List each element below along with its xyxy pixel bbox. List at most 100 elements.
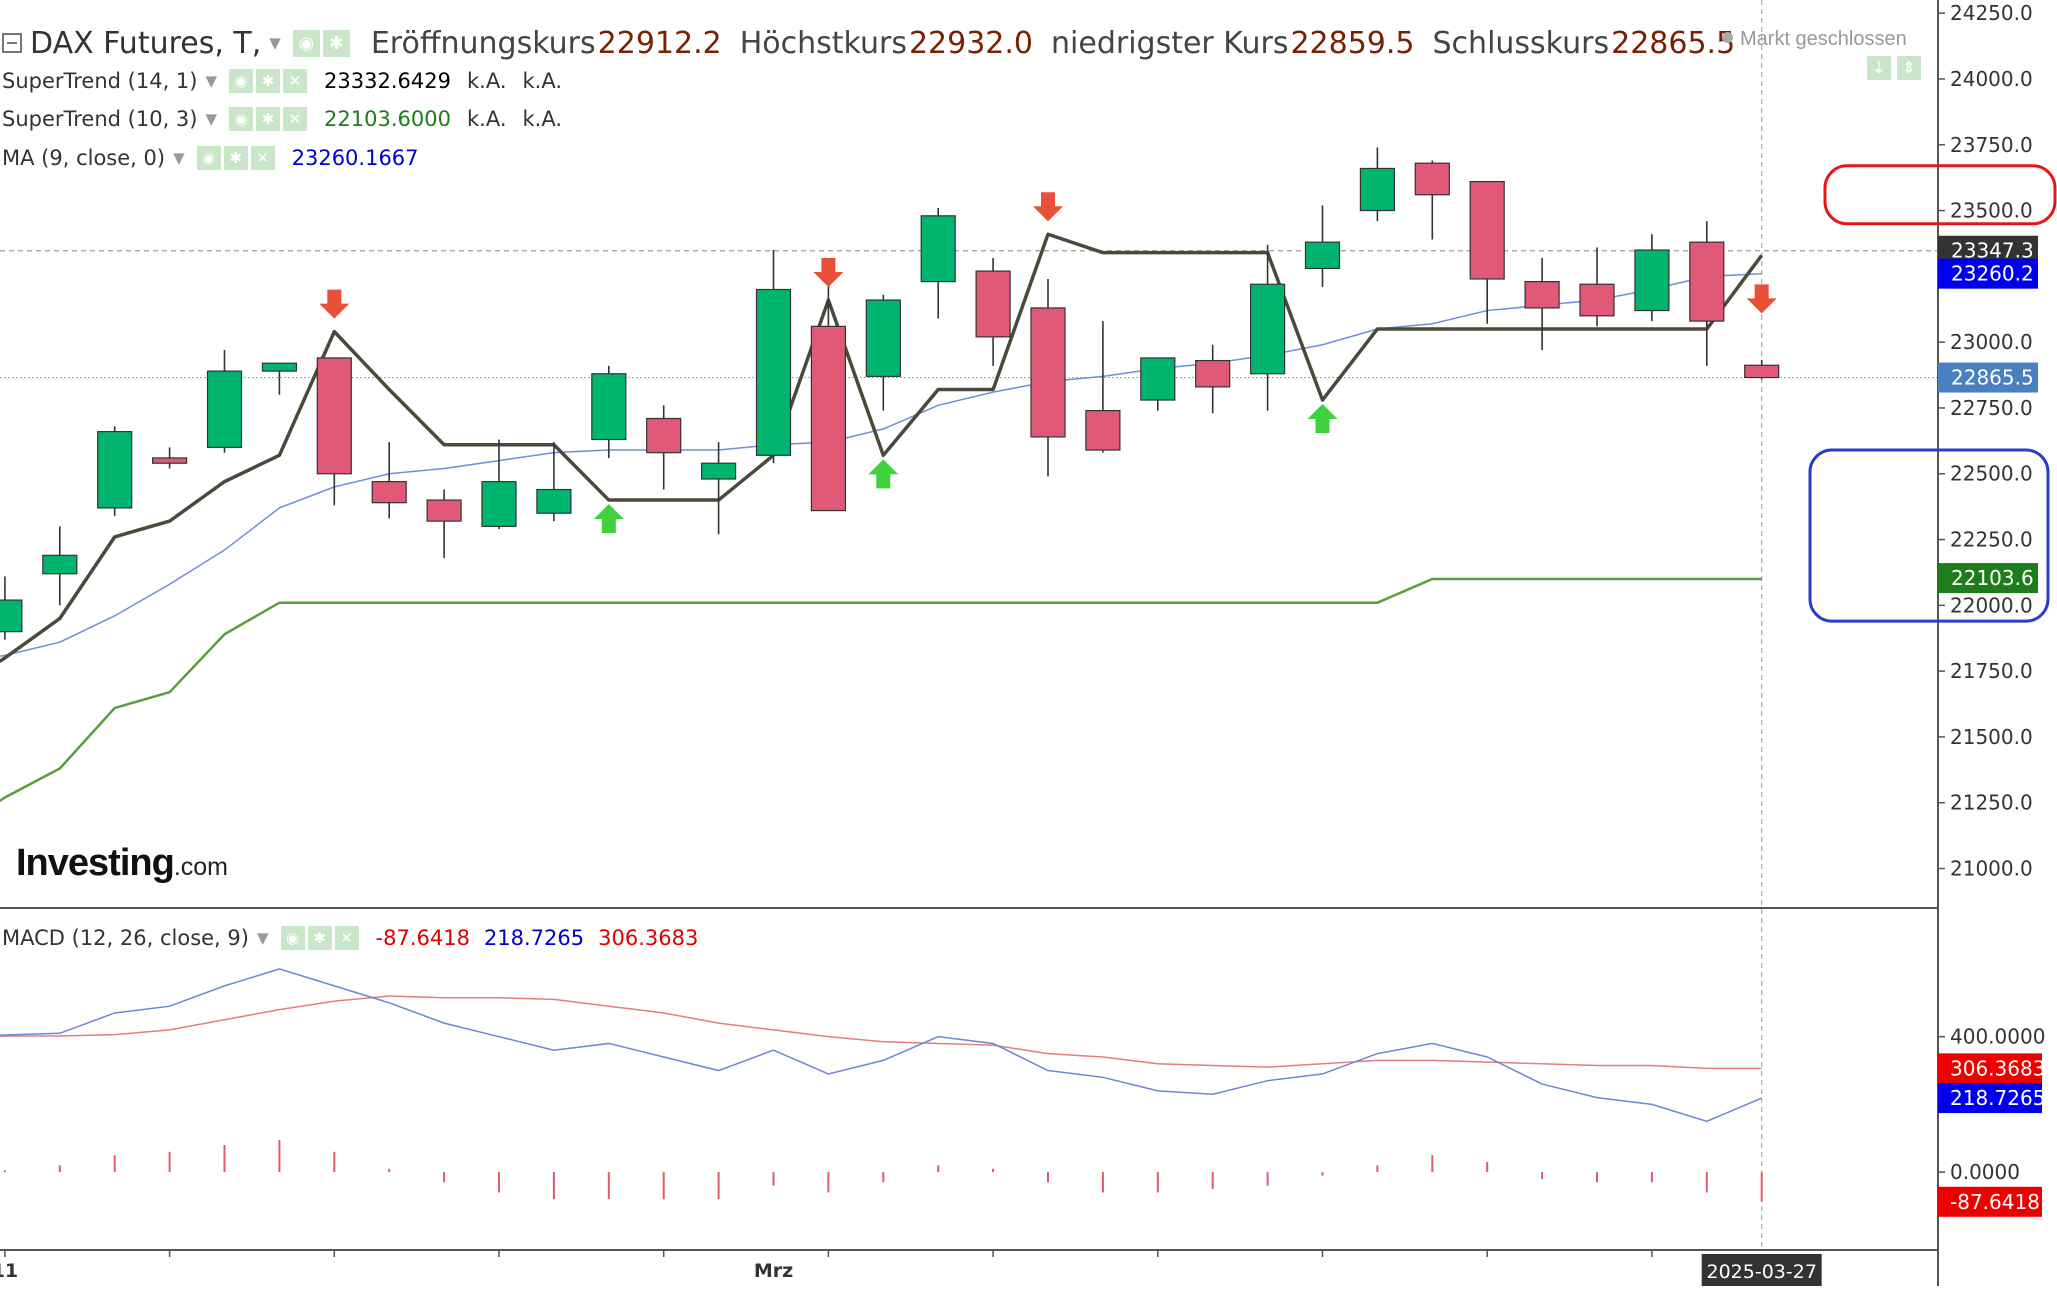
candle[interactable] <box>536 442 572 522</box>
candle[interactable] <box>1469 181 1505 324</box>
candle[interactable] <box>1304 205 1341 287</box>
price-pane[interactable] <box>0 0 1938 1250</box>
candle[interactable] <box>1579 247 1615 327</box>
candle[interactable] <box>1085 321 1121 453</box>
indicator-row-macd: MACD (12, 26, close, 9) ▼ ◉ ✱ ✕ -87.6418… <box>2 924 698 952</box>
candle-body <box>1140 357 1176 401</box>
indicator-name[interactable]: MA (9, close, 0) <box>2 146 166 170</box>
eye-icon[interactable]: ◉ <box>280 926 305 950</box>
candle[interactable] <box>865 294 901 411</box>
candle[interactable] <box>700 442 737 535</box>
candle[interactable] <box>975 257 1011 366</box>
chevron-down-icon[interactable]: ▼ <box>205 72 218 90</box>
price-tick-label: 21500.0 <box>1950 725 2033 749</box>
candle-body <box>1085 409 1121 451</box>
price-tick-label: 23000.0 <box>1950 330 2033 354</box>
candle[interactable] <box>261 362 297 395</box>
candle-body <box>97 431 133 509</box>
candle[interactable] <box>481 439 517 530</box>
chevron-down-icon[interactable]: ▼ <box>256 929 269 947</box>
close-icon[interactable]: ✕ <box>283 69 308 93</box>
arrow-down-icon[interactable]: ⇣ <box>1867 56 1891 80</box>
price-tick-label: 24250.0 <box>1950 1 2033 25</box>
candle[interactable] <box>1140 357 1176 411</box>
chevron-down-icon[interactable]: ▼ <box>205 110 218 128</box>
candle-body <box>1249 283 1286 375</box>
candle[interactable] <box>97 426 133 516</box>
gear-icon[interactable]: ✱ <box>322 29 350 57</box>
gear-icon[interactable]: ✱ <box>256 107 281 131</box>
macd-tick-label: 400.0000 <box>1950 1025 2045 1049</box>
candle[interactable] <box>1744 360 1780 380</box>
candle[interactable] <box>1249 244 1286 411</box>
close-icon[interactable]: ✕ <box>334 926 359 950</box>
candle[interactable] <box>1195 344 1231 414</box>
macd-signal-line <box>0 995 1762 1070</box>
candle[interactable] <box>591 365 627 458</box>
price-tick-label: 22000.0 <box>1950 593 2033 617</box>
buy-arrow-icon <box>1307 404 1338 434</box>
candle[interactable] <box>1359 147 1396 222</box>
candle[interactable] <box>1689 221 1725 366</box>
symbol-title[interactable]: DAX Futures, T, <box>30 25 262 61</box>
candle[interactable] <box>1524 257 1560 351</box>
eye-icon[interactable]: ◉ <box>196 146 221 170</box>
macd-badge: 306.3683 <box>1938 1053 2045 1084</box>
gear-icon[interactable]: ✱ <box>256 69 281 93</box>
candle-body <box>591 373 627 441</box>
collapse-icon[interactable] <box>2 33 22 53</box>
price-axis[interactable]: 24250.024000.023750.023500.023250.023000… <box>1808 0 2057 1286</box>
candle[interactable] <box>152 447 188 469</box>
price-badge: 22865.5 <box>1938 362 2038 393</box>
candle[interactable] <box>1414 160 1450 240</box>
candle[interactable] <box>810 281 847 512</box>
indicator-extra: k.A. <box>466 107 507 131</box>
candle-body <box>1030 307 1066 438</box>
arrows-vertical-icon[interactable]: ⇕ <box>1897 56 1921 80</box>
eye-icon[interactable]: ◉ <box>229 107 254 131</box>
candle[interactable] <box>1030 278 1066 477</box>
macd-signal-value: 306.3683 <box>598 926 699 950</box>
eye-icon[interactable]: ◉ <box>229 69 254 93</box>
indicator-value: 22103.6000 <box>324 107 451 131</box>
candle[interactable] <box>755 250 792 464</box>
market-status-text: Markt geschlossen <box>1740 28 1907 50</box>
close-icon[interactable]: ✕ <box>250 146 275 170</box>
candle[interactable] <box>646 405 682 490</box>
gear-icon[interactable]: ✱ <box>307 926 332 950</box>
indicator-name[interactable]: SuperTrend (10, 3) <box>2 107 198 131</box>
candle-body <box>481 481 517 527</box>
price-badge-bg <box>1938 362 2038 393</box>
indicator-name[interactable]: SuperTrend (14, 1) <box>2 69 198 93</box>
candle-body <box>646 417 682 454</box>
chevron-down-icon[interactable]: ▼ <box>269 34 281 52</box>
chart-header: DAX Futures, T, ▼ ◉ ✱ Eröffnungskurs 229… <box>2 24 1735 62</box>
candle[interactable] <box>42 526 78 606</box>
candle[interactable] <box>371 442 407 519</box>
chevron-down-icon[interactable]: ▼ <box>173 149 185 167</box>
buy-arrow-icon <box>593 504 624 534</box>
candle-body <box>1634 249 1670 312</box>
macd-badge: -87.6418 <box>1938 1186 2042 1217</box>
ohlc-open-label: Eröffnungskurs <box>370 25 596 61</box>
crosshair-date-label: 2025-03-27 <box>1706 1261 1816 1283</box>
candle[interactable] <box>920 207 956 319</box>
eye-icon[interactable]: ◉ <box>292 29 320 57</box>
candle-body <box>152 457 188 464</box>
price-badge-bg <box>1938 563 2038 594</box>
candle[interactable] <box>426 489 462 558</box>
close-icon[interactable]: ✕ <box>283 107 308 131</box>
candle[interactable] <box>0 576 23 640</box>
indicator-name[interactable]: MACD (12, 26, close, 9) <box>2 926 249 950</box>
macd-pane[interactable] <box>0 968 1763 1202</box>
gear-icon[interactable]: ✱ <box>223 146 248 170</box>
logo-main: Investing <box>16 842 175 884</box>
candle[interactable] <box>316 357 352 506</box>
price-tick-label: 22250.0 <box>1950 528 2033 552</box>
candle-body <box>0 599 23 633</box>
candle[interactable] <box>206 350 243 453</box>
candle-body <box>206 370 243 449</box>
indicator-extra: k.A. <box>522 69 563 93</box>
candle[interactable] <box>1634 234 1670 322</box>
